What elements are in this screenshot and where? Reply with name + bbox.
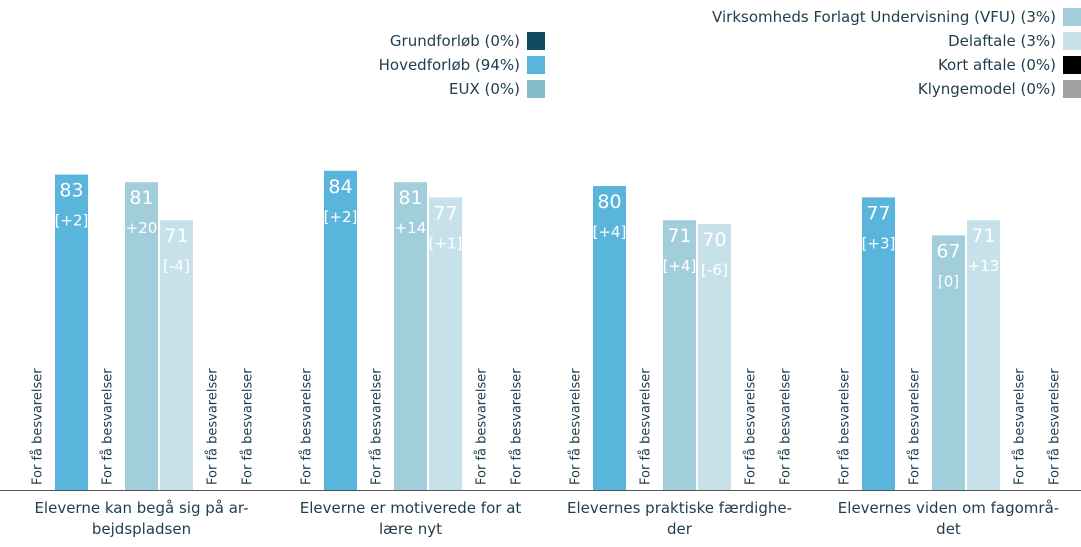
insufficient-label: For få besvarelser bbox=[1048, 368, 1063, 485]
change-label: [+4] bbox=[663, 257, 697, 275]
value-label: 70 bbox=[702, 229, 726, 251]
legend-swatch bbox=[1063, 56, 1081, 74]
insufficient-label: For få besvarelser bbox=[1013, 368, 1028, 485]
legend-swatch bbox=[1063, 8, 1081, 26]
x-tick-label: Eleverne kan begå sig på ar- bbox=[34, 499, 248, 517]
legend-swatch bbox=[527, 32, 545, 50]
legend-label: EUX (0%) bbox=[449, 80, 520, 98]
insufficient-label: For få besvarelser bbox=[779, 368, 794, 485]
x-tick-label: bejdspladsen bbox=[92, 520, 191, 538]
x-tick-label: det bbox=[936, 520, 961, 538]
x-tick-label: lære nyt bbox=[379, 520, 442, 538]
legend-label: Grundforløb (0%) bbox=[390, 32, 520, 50]
change-label: [+2] bbox=[324, 208, 358, 226]
value-label: 84 bbox=[328, 176, 352, 198]
value-label: 71 bbox=[164, 225, 188, 247]
insufficient-label: For få besvarelser bbox=[101, 368, 116, 485]
insufficient-label: For få besvarelser bbox=[31, 368, 46, 485]
value-label: 71 bbox=[971, 225, 995, 247]
insufficient-label: For få besvarelser bbox=[300, 368, 315, 485]
legend-label: Klyngemodel (0%) bbox=[918, 80, 1056, 98]
x-tick-label: Elevernes viden om fagområ- bbox=[838, 499, 1059, 517]
bar bbox=[593, 186, 626, 490]
bar bbox=[55, 174, 88, 490]
bar bbox=[698, 224, 731, 490]
bar bbox=[663, 220, 696, 490]
insufficient-label: For få besvarelser bbox=[838, 368, 853, 485]
value-label: 77 bbox=[433, 202, 457, 224]
legend-label: Hovedforløb (94%) bbox=[379, 56, 520, 74]
change-label: [+4] bbox=[593, 223, 627, 241]
value-label: 77 bbox=[866, 202, 890, 224]
change-label: [+2] bbox=[55, 212, 89, 230]
value-label: 67 bbox=[936, 240, 960, 262]
bar bbox=[160, 220, 193, 490]
insufficient-label: For få besvarelser bbox=[569, 368, 584, 485]
bar bbox=[429, 197, 462, 490]
value-label: 83 bbox=[59, 180, 83, 202]
legend-swatch bbox=[1063, 80, 1081, 98]
x-tick-label: der bbox=[667, 520, 693, 538]
insufficient-label: For få besvarelser bbox=[744, 368, 759, 485]
change-label: [+3] bbox=[862, 234, 896, 252]
x-tick-label: Elevernes praktiske færdighe- bbox=[567, 499, 792, 517]
change-label: [0] bbox=[938, 272, 959, 290]
change-label: [+20] bbox=[120, 219, 163, 237]
change-label: [-6] bbox=[701, 261, 728, 279]
change-label: [+1] bbox=[429, 234, 463, 252]
insufficient-label: For få besvarelser bbox=[908, 368, 923, 485]
bar bbox=[394, 182, 427, 490]
insufficient-label: For få besvarelser bbox=[639, 368, 654, 485]
bar bbox=[125, 182, 158, 490]
value-label: 81 bbox=[129, 187, 153, 209]
bar bbox=[967, 220, 1000, 490]
bar bbox=[862, 197, 895, 490]
insufficient-label: For få besvarelser bbox=[241, 368, 256, 485]
legend-label: Virksomheds Forlagt Undervisning (VFU) (… bbox=[712, 8, 1056, 26]
insufficient-label: For få besvarelser bbox=[370, 368, 385, 485]
bar bbox=[324, 170, 357, 491]
x-tick-label: Eleverne er motiverede for at bbox=[300, 499, 522, 517]
insufficient-label: For få besvarelser bbox=[206, 368, 221, 485]
value-label: 71 bbox=[667, 225, 691, 247]
legend-label: Delaftale (3%) bbox=[948, 32, 1056, 50]
legend-label: Kort aftale (0%) bbox=[938, 56, 1056, 74]
insufficient-label: For få besvarelser bbox=[475, 368, 490, 485]
change-label: [+14] bbox=[389, 219, 432, 237]
value-label: 81 bbox=[398, 187, 422, 209]
insufficient-label: For få besvarelser bbox=[510, 368, 525, 485]
legend-swatch bbox=[1063, 32, 1081, 50]
legend-swatch bbox=[527, 80, 545, 98]
change-label: [+13] bbox=[962, 257, 1005, 275]
legend-swatch bbox=[527, 56, 545, 74]
change-label: [-4] bbox=[163, 257, 190, 275]
value-label: 80 bbox=[597, 191, 621, 213]
bar bbox=[932, 235, 965, 490]
